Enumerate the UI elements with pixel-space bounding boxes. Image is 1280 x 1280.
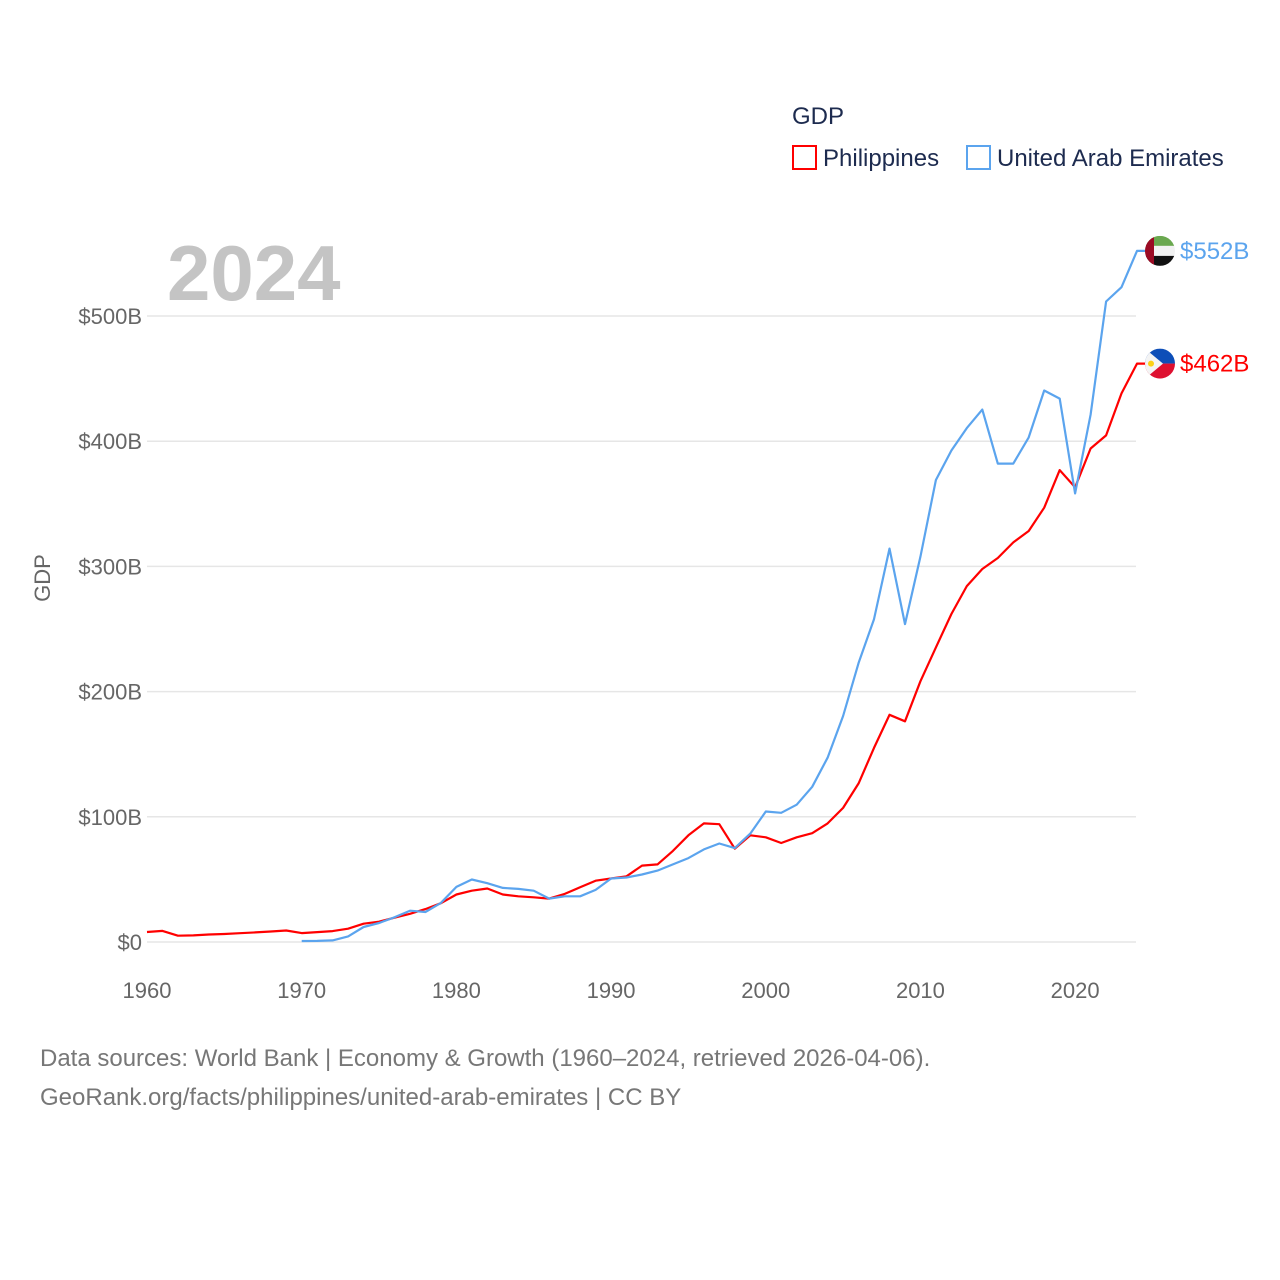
y-tick-label: $200B	[78, 680, 142, 705]
legend-label-uae[interactable]: United Arab Emirates	[997, 145, 1224, 172]
legend-swatch-uae[interactable]	[966, 145, 991, 170]
x-axis-ticks: 1960 1970 1980 1990 2000 2010 2020	[123, 978, 1100, 1003]
y-tick-label: $100B	[78, 805, 142, 830]
y-axis-label: GDP	[30, 554, 55, 602]
series-line-uae	[301, 249, 1146, 943]
legend-label-philippines[interactable]: Philippines	[823, 145, 939, 172]
legend: GDP Philippines United Arab Emirates	[792, 103, 1224, 172]
end-value-label: $552B	[1180, 238, 1249, 265]
y-tick-label: $400B	[78, 429, 142, 454]
x-tick-label: 1980	[432, 978, 481, 1003]
gridlines	[147, 315, 1136, 943]
legend-title: GDP	[792, 103, 844, 130]
y-tick-label: $500B	[78, 304, 142, 329]
philippines-flag-icon	[1145, 348, 1175, 379]
x-tick-label: 1960	[123, 978, 172, 1003]
series-line-philippines	[146, 362, 1146, 937]
y-tick-label: $300B	[78, 554, 142, 579]
x-tick-label: 2010	[896, 978, 945, 1003]
y-axis-ticks: $0 $100B $200B $300B $400B $500B	[78, 304, 142, 955]
x-tick-label: 2000	[741, 978, 790, 1003]
y-tick-label: $0	[118, 930, 142, 955]
series-lines	[146, 249, 1146, 943]
uae-flag-icon	[1145, 235, 1175, 266]
x-tick-label: 1970	[277, 978, 326, 1003]
x-tick-label: 1990	[587, 978, 636, 1003]
footer-attribution: GeoRank.org/facts/philippines/united-ara…	[40, 1084, 682, 1111]
end-value-label: $462B	[1180, 351, 1249, 378]
year-label: 2024	[167, 229, 341, 317]
series-end-markers: $462B $552B	[1145, 235, 1249, 379]
x-tick-label: 2020	[1051, 978, 1100, 1003]
legend-swatch-philippines[interactable]	[792, 145, 817, 170]
footer-sources: Data sources: World Bank | Economy & Gro…	[40, 1045, 931, 1072]
